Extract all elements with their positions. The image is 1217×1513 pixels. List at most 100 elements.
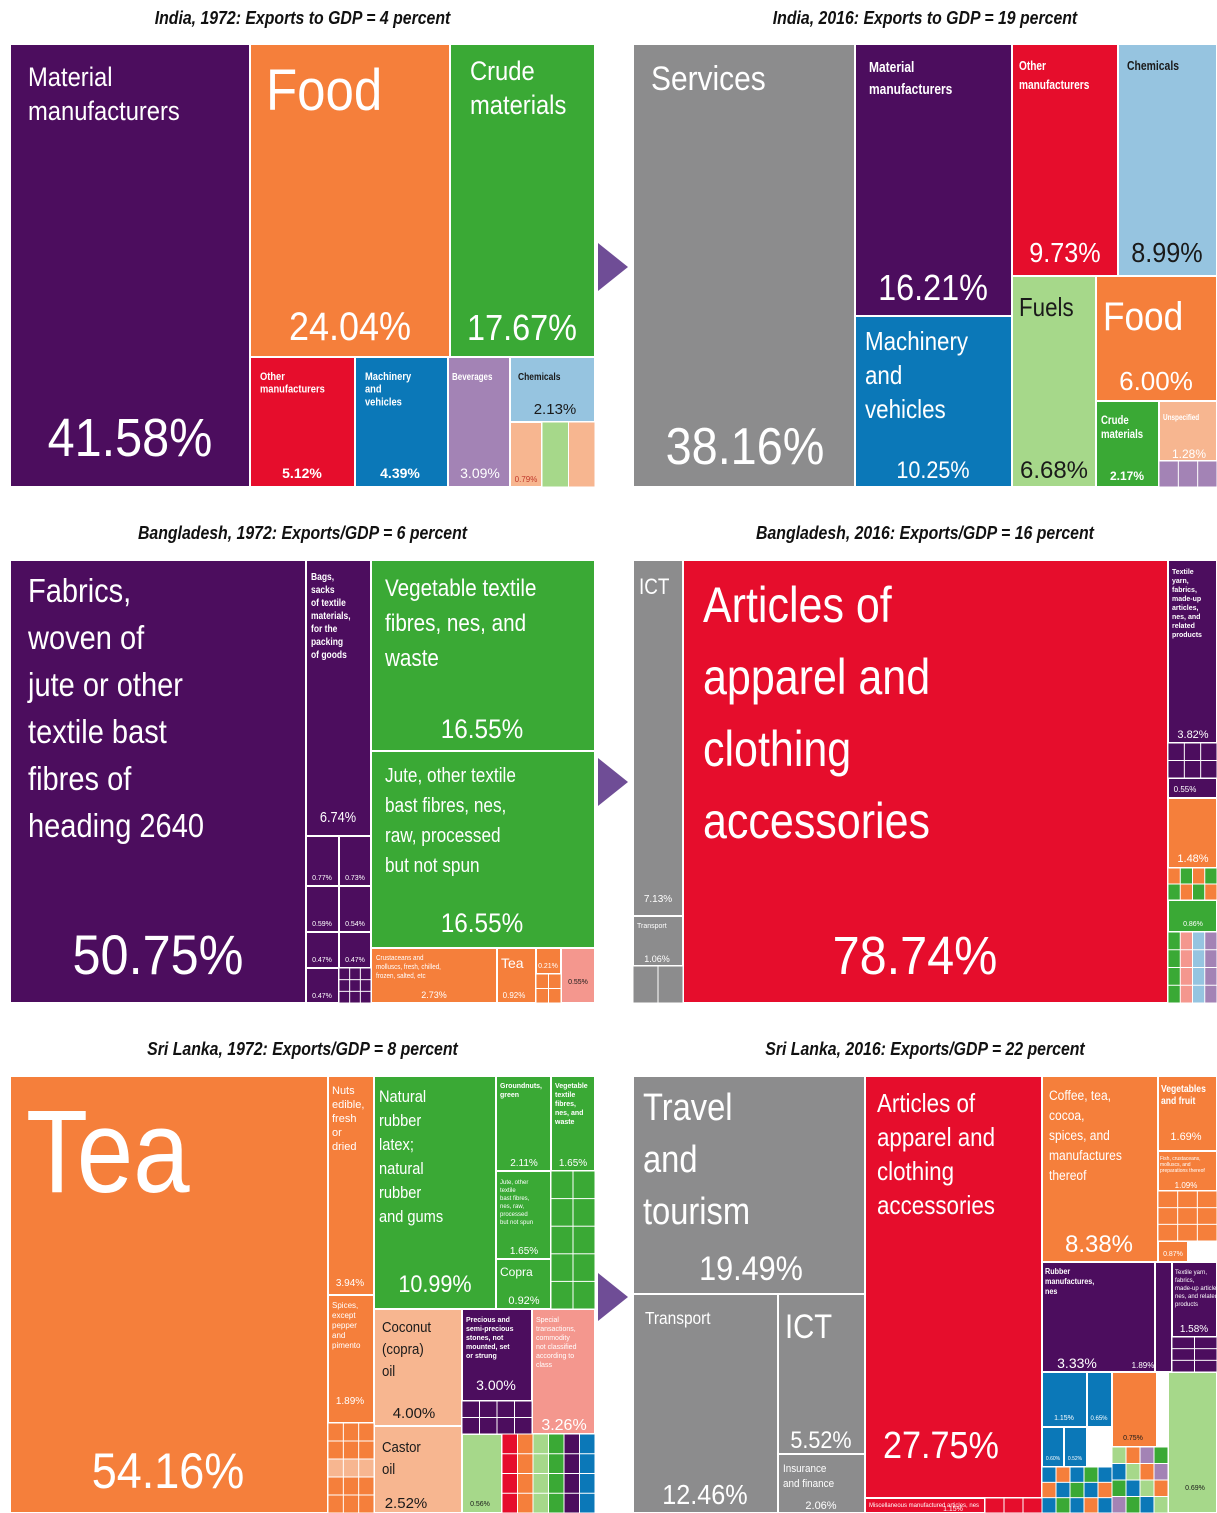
treemap-tile <box>11 45 249 486</box>
tile-unlabeled: 0.73% <box>340 837 370 885</box>
minor-tile <box>1084 1482 1098 1498</box>
tile-value: 54.16% <box>92 1444 245 1500</box>
tile-value: 1.06% <box>644 954 670 964</box>
minor-tile <box>497 1418 514 1434</box>
tile-value: 0.52% <box>1068 1456 1083 1462</box>
treemap-tile <box>1159 1242 1187 1261</box>
tile-value: 0.47% <box>345 957 365 964</box>
treemap-tile <box>463 1435 501 1512</box>
minor-tile <box>360 968 371 980</box>
tile-label: Coffee, tea, <box>1049 1087 1111 1103</box>
tile-label: nes, and <box>1172 614 1200 621</box>
tile-vegetable-textile-fibres-nes-and-waste: Vegetable textile fibres, nes, and waste 1.65… <box>552 1077 594 1170</box>
tile-label: Groundnuts, <box>500 1083 542 1090</box>
minor-tile <box>549 1493 564 1513</box>
tile-label: Transport <box>645 1308 711 1328</box>
tile-value: 0.55% <box>1174 785 1197 794</box>
tile-value: 0.87% <box>1163 1251 1183 1258</box>
minor-tile <box>549 974 561 988</box>
tile-label: Unspecified <box>1163 412 1199 422</box>
tile-label: pepper <box>332 1321 357 1330</box>
minor-tile <box>564 1434 579 1454</box>
minor-tile <box>1154 1497 1168 1513</box>
tile-label: Copra <box>500 1265 533 1279</box>
bangladesh-1972-treemap: Fabrics, woven of jute or other textile bas… <box>10 560 595 1003</box>
tile-label: packing <box>311 636 343 647</box>
minor-tile <box>1205 868 1217 884</box>
tile-label: (copra) <box>382 1340 424 1357</box>
minor-tile <box>573 1281 595 1309</box>
tile-label: materials <box>1101 428 1143 441</box>
minor-tile <box>502 1434 517 1454</box>
minor-tile <box>343 1441 359 1459</box>
tile-value: 2.13% <box>534 401 577 418</box>
treemap-tile <box>856 45 1011 315</box>
treemap-tile <box>684 561 1167 1002</box>
tile-value: 1.28% <box>1172 447 1206 461</box>
tile-value: 16.21% <box>878 268 988 308</box>
tile-value: 16.55% <box>441 715 523 744</box>
tile-label: and finance <box>783 1479 834 1491</box>
tile-label: spices, and <box>1049 1127 1110 1143</box>
srilanka-2016-title: Sri Lanka, 2016: Exports/GDP = 22 percen… <box>765 1039 1085 1059</box>
tile-label: and <box>365 384 382 396</box>
minor-tile <box>359 1441 374 1459</box>
tile-jute-other-textile-bast-fibres-nes-raw-processed-but-not-spun: Jute, other textile bast fibres, nes, raw,… <box>372 752 594 947</box>
tile-value: 6.68% <box>1020 457 1088 484</box>
minor-tile <box>462 1401 479 1417</box>
tile-label: waste <box>384 645 439 672</box>
tile-food: Food 6.00% <box>1097 277 1216 400</box>
tile-unlabeled: 0.86% <box>1169 901 1216 931</box>
tile-value: 2.73% <box>421 990 447 1000</box>
tile-value: 78.74% <box>833 925 998 986</box>
tile-unlabeled: 0.87% <box>1159 1242 1187 1261</box>
tile-label: Fish, crustaceans, <box>1160 1156 1201 1162</box>
tile-label: Jute, other <box>500 1180 528 1186</box>
minor-tile <box>633 966 658 1003</box>
tile-value: 41.58% <box>48 407 213 468</box>
minor-tile <box>1159 461 1178 487</box>
tile-value: 3.33% <box>1057 1355 1097 1371</box>
tile-label: tourism <box>643 1190 750 1233</box>
tile-machinery-and-vehicles: Machinery and vehicles 10.25% <box>856 317 1011 486</box>
tile-label: Spices, <box>332 1301 358 1310</box>
tile-label: transactions, <box>536 1326 576 1333</box>
tile-label: materials <box>470 91 566 121</box>
tile-label: pimento <box>332 1341 361 1350</box>
tile-label: semi-precious <box>466 1326 514 1333</box>
tile-label: Bags, <box>311 571 334 582</box>
tile-value: 0.54% <box>345 921 365 928</box>
tile-value: 8.99% <box>1131 237 1202 269</box>
tile-value: 2.11% <box>510 1158 538 1169</box>
minor-tile <box>549 1474 564 1493</box>
tile-label: vehicles <box>365 397 402 409</box>
tile-unlabeled: 0.55% <box>562 949 594 1002</box>
tile-value: 0.79% <box>515 475 538 484</box>
treemap-tile <box>1156 1263 1171 1371</box>
minor-tile <box>1168 985 1180 1003</box>
minor-tile <box>1197 1224 1217 1241</box>
minor-tile <box>1098 1482 1112 1498</box>
treemap-tile <box>1160 402 1216 460</box>
minor-tile <box>339 968 350 980</box>
tile-label: ICT <box>639 575 670 600</box>
minor-tile <box>1205 968 1217 985</box>
tile-label: jute or other <box>27 666 183 703</box>
tile-value: 1.89% <box>336 1396 364 1407</box>
tile-label: Vegetables <box>1161 1083 1206 1094</box>
tile-value: 2.52% <box>385 1495 428 1512</box>
tile-label: manufacturers <box>28 97 180 127</box>
minor-tile <box>580 1434 595 1454</box>
tile-insurance-and-finance: Insurance and finance 2.06% <box>779 1455 864 1512</box>
tile-value: 50.75% <box>73 925 244 987</box>
tile-special-transactions-commodity-not-classified-according-to-class: Special transactions, commodity not classif… <box>533 1310 594 1434</box>
minor-tile <box>551 1281 573 1309</box>
minor-tile <box>502 1474 517 1493</box>
tile-value: 0.75% <box>1123 1435 1143 1442</box>
minor-tile <box>551 1171 573 1199</box>
minor-tile <box>359 1477 374 1495</box>
tile-label: Travel <box>643 1086 733 1129</box>
tile-transport: Transport 12.46% <box>634 1295 777 1512</box>
arrow-icon <box>598 243 628 291</box>
tile-label: raw, processed <box>385 824 501 847</box>
